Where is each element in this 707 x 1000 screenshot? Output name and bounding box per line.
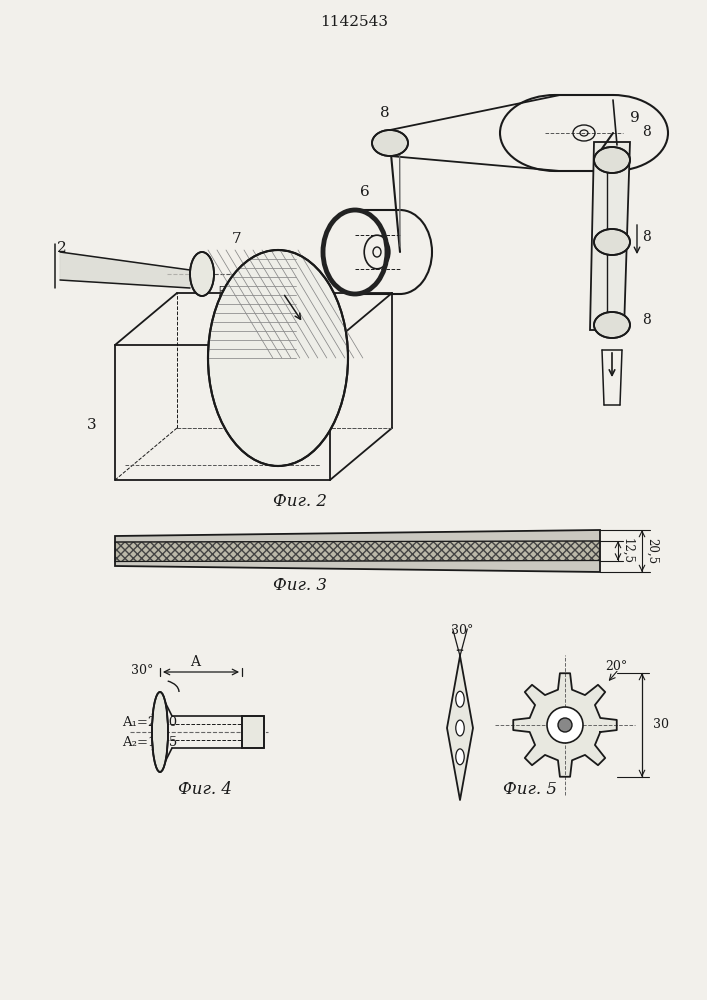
Text: 30°: 30° <box>451 624 473 638</box>
Text: A₂=12,5: A₂=12,5 <box>122 736 177 748</box>
Text: 30°: 30° <box>131 664 153 676</box>
Polygon shape <box>115 530 600 572</box>
Text: 9: 9 <box>630 111 640 125</box>
Polygon shape <box>590 142 630 330</box>
Ellipse shape <box>372 130 408 156</box>
Ellipse shape <box>456 720 464 736</box>
Bar <box>242 716 264 748</box>
Text: Фиг. 2: Фиг. 2 <box>273 493 327 510</box>
Text: 5: 5 <box>218 286 228 300</box>
Polygon shape <box>513 673 617 777</box>
Text: 8: 8 <box>642 230 650 244</box>
Text: 12,5: 12,5 <box>621 538 634 564</box>
Text: 8: 8 <box>380 106 390 120</box>
Ellipse shape <box>152 692 168 772</box>
Text: Фиг. 4: Фиг. 4 <box>178 782 232 798</box>
Ellipse shape <box>456 691 464 707</box>
Polygon shape <box>115 541 600 562</box>
Polygon shape <box>447 656 473 800</box>
Text: Фиг. 5: Фиг. 5 <box>503 782 557 798</box>
Text: 8: 8 <box>642 125 650 139</box>
Text: 20,5: 20,5 <box>645 538 658 564</box>
Text: 3: 3 <box>88 418 97 432</box>
Text: A₁=25,0: A₁=25,0 <box>122 716 177 728</box>
Text: 1142543: 1142543 <box>320 15 388 29</box>
Text: 30: 30 <box>653 718 669 732</box>
Ellipse shape <box>208 250 348 466</box>
Text: 7: 7 <box>232 232 242 246</box>
Text: 6: 6 <box>360 185 370 199</box>
Text: 20°: 20° <box>606 660 628 673</box>
Ellipse shape <box>190 252 214 296</box>
Text: Ø15: Ø15 <box>252 721 262 743</box>
Ellipse shape <box>456 749 464 765</box>
Ellipse shape <box>594 229 630 255</box>
Text: Ø10: Ø10 <box>245 716 254 738</box>
Text: A: A <box>190 655 200 669</box>
Text: Фиг. 3: Фиг. 3 <box>273 578 327 594</box>
Ellipse shape <box>594 147 630 173</box>
Text: 8: 8 <box>642 313 650 327</box>
Ellipse shape <box>594 312 630 338</box>
Ellipse shape <box>547 707 583 743</box>
Polygon shape <box>60 252 190 288</box>
Bar <box>242 716 264 748</box>
Ellipse shape <box>558 718 572 732</box>
Text: 2: 2 <box>57 241 67 255</box>
